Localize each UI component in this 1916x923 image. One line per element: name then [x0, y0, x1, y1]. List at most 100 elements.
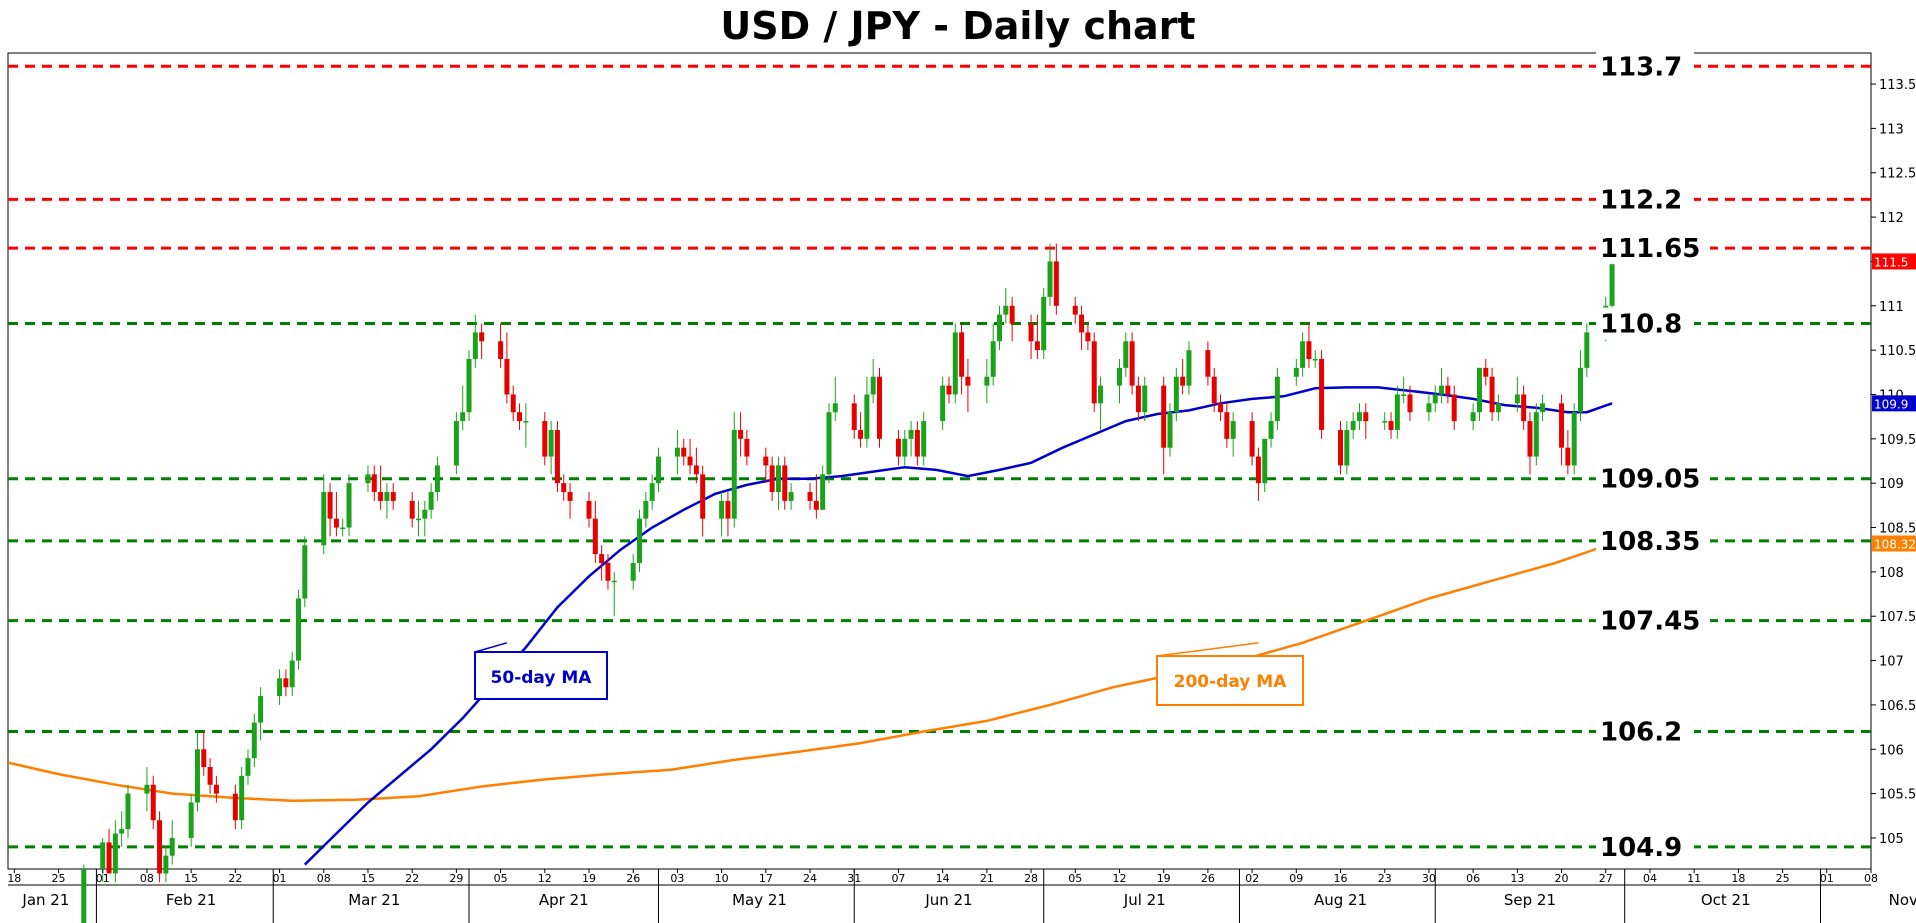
candle-body	[1028, 323, 1034, 342]
x-tick-label: 18	[1731, 872, 1745, 885]
candle-body	[371, 474, 377, 493]
x-tick-label: 05	[1068, 872, 1082, 885]
ma200-callout-line	[1156, 642, 1259, 657]
candle-body	[150, 784, 156, 821]
candle-body	[378, 492, 384, 501]
candle-body	[902, 438, 908, 457]
y-tick-label: 105.5	[1879, 788, 1916, 803]
candle-body	[1609, 261, 1615, 306]
x-tick-label: 19	[1157, 872, 1171, 885]
candle-body	[744, 438, 750, 457]
candle-body	[384, 492, 390, 501]
candle-body	[775, 465, 781, 493]
candle-body	[725, 500, 731, 519]
candle-body	[1451, 394, 1457, 422]
candle-body	[1388, 421, 1394, 430]
candle-body	[1009, 305, 1015, 324]
x-tick-label: 19	[582, 872, 596, 885]
candle-body	[788, 492, 794, 501]
candle-body	[207, 767, 213, 785]
candle-body	[1559, 403, 1565, 448]
candle-body	[548, 429, 554, 457]
candle-body	[498, 341, 504, 359]
x-tick-label: 01	[1820, 872, 1834, 885]
candle-body	[302, 545, 308, 599]
x-tick-label: 22	[405, 872, 419, 885]
x-tick-label: 30	[1422, 872, 1436, 885]
x-axis: 18 25 01 08 15 22 01 08 15 22 29 05 12 19 26 03 10 17 24 31…	[7, 869, 1916, 923]
candle-body	[687, 456, 693, 466]
candle-body	[719, 500, 725, 519]
x-tick-label: 22	[228, 872, 242, 885]
candle-body	[1274, 376, 1280, 422]
candle-body	[693, 465, 699, 475]
level-label: 107.45	[1600, 607, 1700, 637]
candle-body	[1098, 385, 1104, 404]
candle-body	[1186, 350, 1192, 386]
candle-body	[1300, 341, 1306, 368]
candle-body	[895, 438, 901, 457]
ma50-callout-line	[474, 642, 508, 653]
candle-body	[479, 332, 485, 342]
candle-body	[106, 842, 112, 874]
x-month-label: May 21	[732, 891, 787, 909]
candle-body	[1527, 421, 1533, 457]
candle-body	[807, 492, 813, 501]
candle-body	[144, 784, 150, 794]
candle-body	[289, 660, 295, 688]
x-tick-label: 18	[7, 872, 21, 885]
y-tick-label: 109	[1879, 477, 1904, 492]
candle-body	[169, 837, 175, 856]
y-tick-label: 112.5	[1879, 167, 1916, 182]
candle-body	[1571, 412, 1577, 466]
candle-body	[1319, 359, 1325, 430]
x-month-label: Jun 21	[924, 891, 972, 909]
candle-body	[365, 474, 371, 484]
candle-body	[1053, 261, 1059, 306]
candle-body	[1249, 421, 1255, 457]
x-month-label: Sep 21	[1504, 891, 1556, 909]
candle-body	[504, 359, 510, 395]
candle-body	[1091, 341, 1097, 404]
candle-body	[1350, 421, 1356, 430]
candle-body	[472, 332, 478, 359]
x-tick-label: 23	[1378, 872, 1392, 885]
candle-body	[858, 429, 864, 439]
candle-body	[700, 474, 706, 519]
x-tick-label: 06	[1466, 872, 1480, 885]
candle-body	[630, 563, 636, 581]
candle-body	[1382, 421, 1388, 423]
level-label-bg	[1596, 307, 1694, 340]
candle-body	[1495, 403, 1501, 413]
candle-body	[826, 412, 832, 475]
candle-body	[239, 775, 245, 821]
candle-body	[782, 465, 788, 501]
ma50-series	[303, 386, 1613, 866]
candle-body	[1173, 376, 1179, 413]
candle-body	[1034, 341, 1040, 351]
candle-body	[820, 474, 826, 510]
candle-body	[1262, 438, 1268, 484]
x-tick-label: 15	[184, 872, 198, 885]
x-tick-label: 01	[273, 872, 287, 885]
price-badge	[1872, 253, 1916, 270]
x-tick-label: 20	[1555, 872, 1569, 885]
candle-body	[832, 403, 838, 413]
candle-body	[1338, 429, 1344, 466]
candle-body	[510, 394, 516, 413]
candle-body	[1344, 429, 1350, 466]
candle-body	[258, 696, 264, 723]
candle-body	[965, 376, 971, 386]
candle-body	[914, 429, 920, 457]
candle-body	[1211, 376, 1217, 404]
x-month-label: Apr 21	[539, 891, 589, 909]
candle-body	[1205, 350, 1211, 377]
candle-body	[637, 518, 643, 563]
x-month-label: Feb 21	[166, 891, 216, 909]
y-tick-label: 106	[1879, 743, 1904, 758]
x-tick-label: 08	[317, 872, 331, 885]
candle-body	[81, 869, 87, 923]
candle-body	[592, 518, 598, 555]
candle-body	[1123, 341, 1129, 368]
candle-body	[119, 829, 125, 834]
